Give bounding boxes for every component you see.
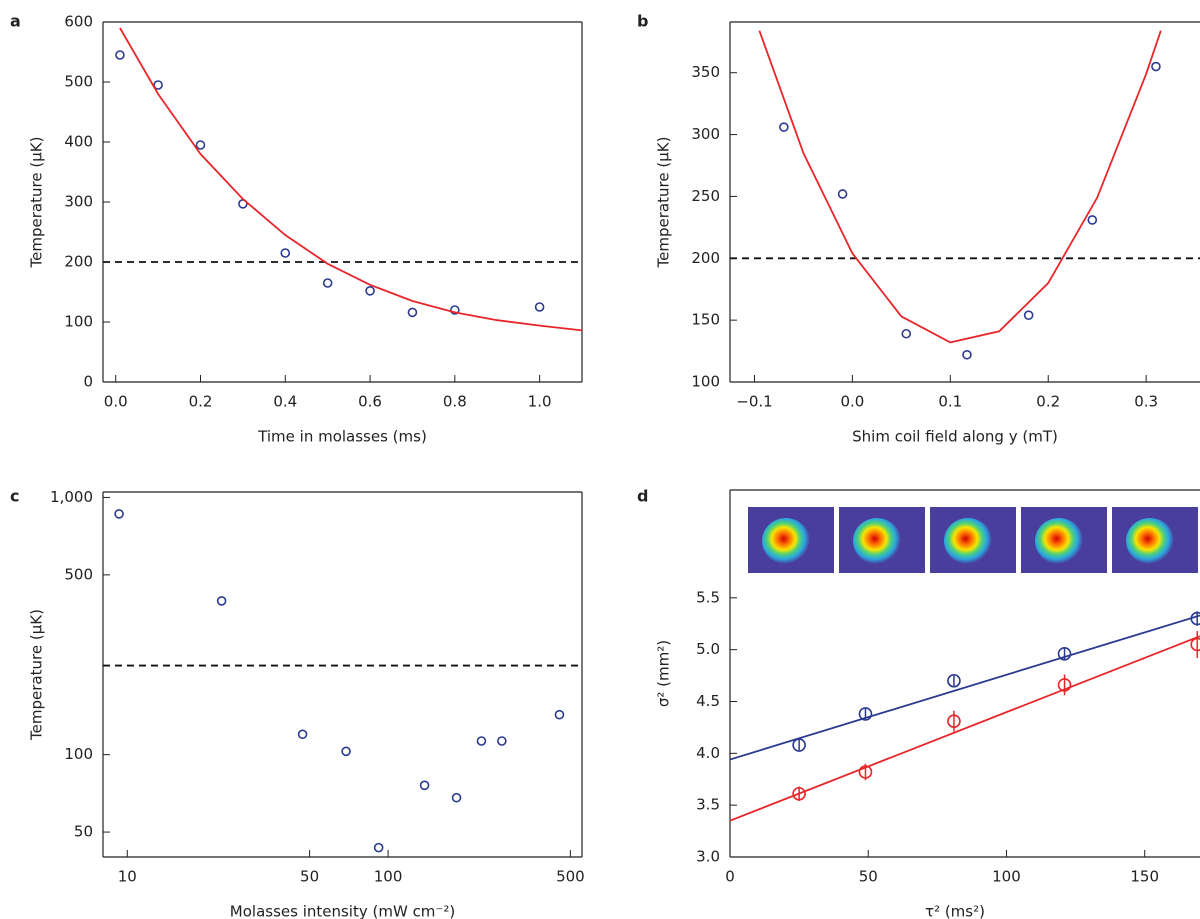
data-point	[779, 122, 789, 132]
x-axis-label: τ² (ms²)	[925, 903, 985, 919]
x-tick-label: 10	[118, 868, 137, 886]
x-axis-label: Shim coil field along y (mT)	[852, 428, 1058, 446]
y-tick-label: 4.5	[696, 692, 720, 710]
y-tick-label: 500	[64, 73, 93, 91]
data-point	[114, 509, 124, 519]
y-tick-label: 100	[64, 313, 93, 331]
fit-line	[119, 27, 582, 332]
data-point	[365, 285, 375, 296]
x-tick-label: 0.2	[189, 393, 213, 411]
data-point	[947, 673, 961, 688]
y-tick-label: 3.0	[696, 848, 720, 866]
data-point	[962, 349, 972, 360]
data-point	[792, 786, 806, 801]
data-point	[497, 736, 507, 746]
fit-line	[730, 614, 1200, 761]
data-point	[858, 707, 873, 721]
x-tick-label: 0.2	[1036, 393, 1060, 411]
data-point	[947, 714, 961, 728]
x-tick-label: 0.3	[1134, 393, 1158, 411]
y-tick-label: 600	[64, 13, 93, 31]
data-point	[450, 305, 460, 315]
data-point	[534, 302, 545, 312]
data-point	[901, 328, 912, 339]
fit-line	[730, 635, 1200, 822]
data-point	[858, 765, 873, 779]
x-axis-label: Molasses intensity (mW cm⁻²)	[230, 903, 455, 919]
x-tick-label: 0.6	[358, 393, 382, 411]
y-tick-label: 0	[83, 373, 93, 391]
y-tick-label: 200	[691, 249, 720, 267]
x-tick-label: 100	[992, 868, 1021, 886]
panel-letter: d	[637, 487, 648, 506]
y-tick-label: 50	[74, 823, 93, 841]
data-point	[1023, 310, 1034, 320]
x-tick-label: 0.0	[840, 393, 864, 411]
data-point	[554, 709, 565, 720]
data-point	[451, 792, 462, 803]
data-point	[1190, 637, 1200, 652]
data-point	[419, 780, 430, 791]
y-tick-label: 300	[691, 125, 720, 143]
x-tick-label: 1.0	[528, 393, 552, 411]
data-point	[1151, 61, 1161, 72]
data-point	[115, 50, 125, 60]
x-tick-label: 50	[300, 868, 319, 886]
cloud-blob	[762, 518, 810, 564]
y-tick-label: 5.5	[696, 588, 720, 606]
data-point	[373, 842, 384, 853]
data-point	[195, 140, 206, 150]
cloud-blob	[1035, 518, 1083, 564]
cloud-blob	[944, 518, 992, 564]
data-point	[322, 278, 333, 288]
y-tick-label: 5.0	[696, 640, 720, 658]
panel-letter: b	[637, 12, 648, 31]
panel-letter: c	[10, 487, 19, 506]
y-tick-label: 350	[691, 63, 720, 81]
data-point	[280, 248, 291, 258]
y-tick-label: 400	[64, 133, 93, 151]
x-tick-label: 0.0	[104, 393, 128, 411]
data-point	[476, 736, 487, 746]
y-tick-label: 300	[64, 193, 93, 211]
cloud-blob	[853, 518, 901, 564]
x-tick-label: −0.1	[736, 393, 772, 411]
data-point	[1087, 215, 1098, 225]
x-tick-label: 0.8	[443, 393, 467, 411]
x-tick-label: 50	[859, 868, 878, 886]
y-tick-label: 100	[691, 373, 720, 391]
y-tick-label: 4.0	[696, 744, 720, 762]
y-tick-label: 3.5	[696, 796, 720, 814]
data-point	[837, 189, 848, 199]
data-point	[1057, 678, 1072, 692]
y-tick-label: 100	[64, 745, 93, 763]
y-tick-label: 150	[691, 311, 720, 329]
cloud-blob	[1126, 518, 1174, 564]
data-point	[1057, 647, 1072, 661]
y-axis-label: Temperature (µK)	[655, 137, 673, 269]
data-point	[341, 746, 351, 757]
x-axis-label: Time in molasses (ms)	[257, 428, 427, 446]
x-tick-label: 0.4	[273, 393, 297, 411]
y-axis-label: σ² (mm²)	[655, 640, 673, 707]
y-tick-label: 200	[64, 253, 93, 271]
data-point	[153, 80, 163, 90]
x-tick-label: 100	[374, 868, 403, 886]
x-tick-label: 150	[1130, 868, 1159, 886]
y-axis-label: Temperature (µK)	[28, 609, 46, 741]
data-point	[216, 596, 227, 606]
y-tick-label: 500	[64, 565, 93, 583]
y-tick-label: 250	[691, 187, 720, 205]
y-axis-label: Temperature (µK)	[28, 137, 46, 269]
x-tick-label: 500	[556, 868, 585, 886]
data-point	[297, 729, 308, 740]
fit-line	[758, 30, 1162, 344]
x-tick-label: 0.1	[938, 393, 962, 411]
panel-letter: a	[10, 12, 21, 31]
y-tick-label: 1,000	[50, 488, 93, 506]
data-point	[407, 307, 418, 318]
x-tick-label: 0	[725, 868, 735, 886]
